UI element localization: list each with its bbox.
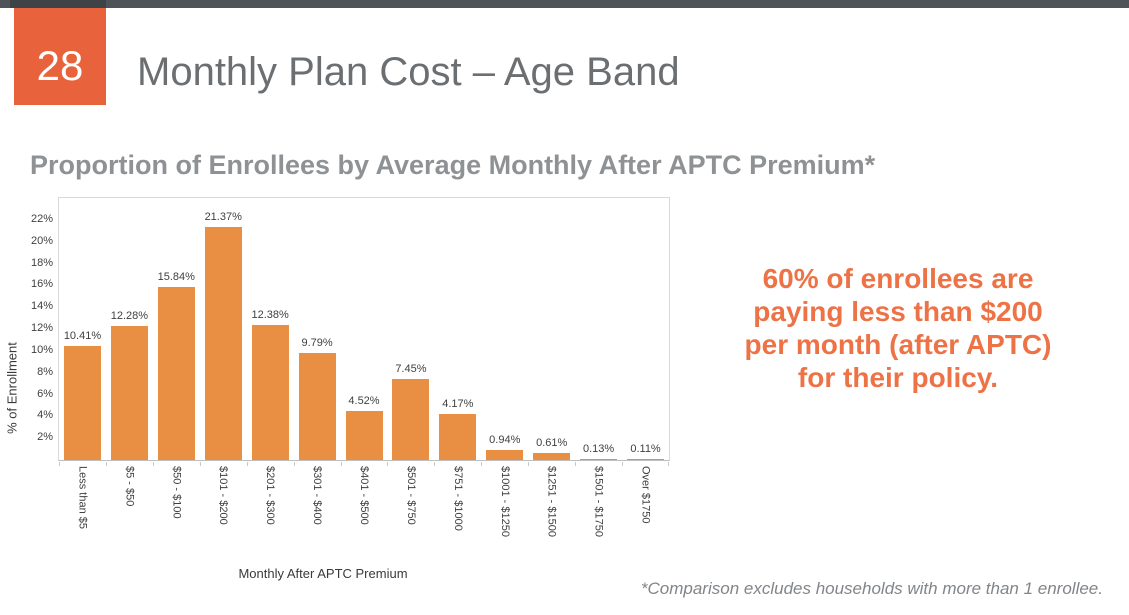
bar-value-label: 0.13% <box>583 442 615 455</box>
chart-title: Proportion of Enrollees by Average Month… <box>30 150 876 180</box>
y-axis-title: % of Enrollment <box>4 342 20 434</box>
y-axis-tick-label: 16% <box>30 278 53 291</box>
bar-value-label: 0.11% <box>630 442 661 455</box>
y-axis-tick-label: 4% <box>37 409 53 422</box>
bar-value-label: 21.37% <box>204 210 242 223</box>
x-axis-category-label: $401 - $500 <box>358 466 370 525</box>
x-axis-title: Monthly After APTC Premium <box>238 566 408 581</box>
chart-bar <box>157 287 195 460</box>
chart-bar <box>63 346 101 460</box>
chart-bar <box>580 458 618 460</box>
chart-bar <box>298 353 336 460</box>
y-axis-tick-label: 2% <box>37 431 53 444</box>
y-axis-tick-label: 14% <box>30 300 53 313</box>
bar-value-label: 12.38% <box>251 308 289 321</box>
x-axis-tick-mark <box>293 462 295 466</box>
x-axis-category-label: $1001 - $1250 <box>498 466 511 537</box>
x-axis-tick-mark <box>622 462 624 466</box>
y-axis-tick-label: 10% <box>30 343 53 356</box>
chart-bar <box>486 449 524 460</box>
y-axis-tick-label: 6% <box>37 387 53 400</box>
bar-value-label: 4.52% <box>348 394 380 407</box>
chart-bar <box>392 378 430 460</box>
x-axis-tick-mark <box>528 462 530 466</box>
x-axis-category-label: $101 - $200 <box>217 466 230 525</box>
x-axis-tick-mark <box>340 462 342 466</box>
bar-value-label: 15.84% <box>157 271 195 284</box>
slide-number: 28 <box>36 41 84 89</box>
x-axis-category-label: $201 - $300 <box>264 466 277 525</box>
bar-value-label: 12.28% <box>110 309 149 322</box>
x-axis-category-label: $5 - $50 <box>123 466 136 507</box>
x-axis-category-label: $1251 - $1500 <box>545 466 558 537</box>
chart-bar <box>251 324 289 460</box>
bar-value-label: 7.45% <box>395 362 427 375</box>
x-axis-tick-mark <box>199 462 201 466</box>
x-axis-tick-mark <box>105 462 107 466</box>
chart-bar <box>110 325 148 460</box>
bar-value-label: 9.79% <box>301 337 333 350</box>
plot-area: 2% 4% 6% 8% 10% 12% 14% 16% 18% 20% 22% 10.41% Less … <box>31 197 670 537</box>
chart-bar <box>439 414 477 460</box>
x-axis-tick-mark <box>387 462 389 466</box>
chart-bar <box>345 410 383 460</box>
top-accent-bar <box>0 0 1129 8</box>
x-axis-category-label: Less than $5 <box>76 466 89 529</box>
chart-bar <box>533 453 571 460</box>
y-axis-tick-label: 22% <box>30 212 53 225</box>
chart-bar <box>204 226 242 460</box>
slide-title: Monthly Plan Cost – Age Band <box>137 50 680 94</box>
y-axis-tick-label: 20% <box>30 234 53 247</box>
x-axis-category-label: $1501 - $1750 <box>592 466 605 537</box>
x-axis-category-label: $50 - $100 <box>170 466 183 519</box>
x-axis-category-label: $751 - $1000 <box>451 466 464 531</box>
x-axis-tick-mark <box>246 462 248 466</box>
x-axis-tick-mark <box>59 462 60 466</box>
bar-value-label: 0.94% <box>489 433 521 446</box>
bar-value-label: 10.41% <box>63 330 102 343</box>
bar-value-label: 4.17% <box>442 398 474 411</box>
y-axis-tick-label: 8% <box>37 365 53 378</box>
x-axis-category-label: $301 - $400 <box>311 466 324 525</box>
footnote: *Comparison excludes households with mor… <box>640 579 1103 598</box>
y-axis-tick-label: 12% <box>30 322 53 334</box>
x-axis-tick-mark <box>481 462 483 466</box>
x-axis-category-label: Over $1750 <box>639 466 652 524</box>
x-axis-tick-mark <box>434 462 436 466</box>
callout-text: 60% of enrollees are paying less than $2… <box>744 263 1052 393</box>
x-axis-tick-mark <box>668 462 669 466</box>
y-axis-tick-label: 18% <box>30 256 53 269</box>
x-axis-tick-mark <box>152 462 154 466</box>
top-accent-notch <box>10 0 106 8</box>
chart-bar <box>627 458 665 460</box>
bar-value-label: 0.61% <box>536 437 568 450</box>
slide-number-badge: 28 <box>14 8 106 105</box>
x-axis-category-label: $501 - $750 <box>404 466 417 525</box>
x-axis-tick-mark <box>575 462 577 466</box>
